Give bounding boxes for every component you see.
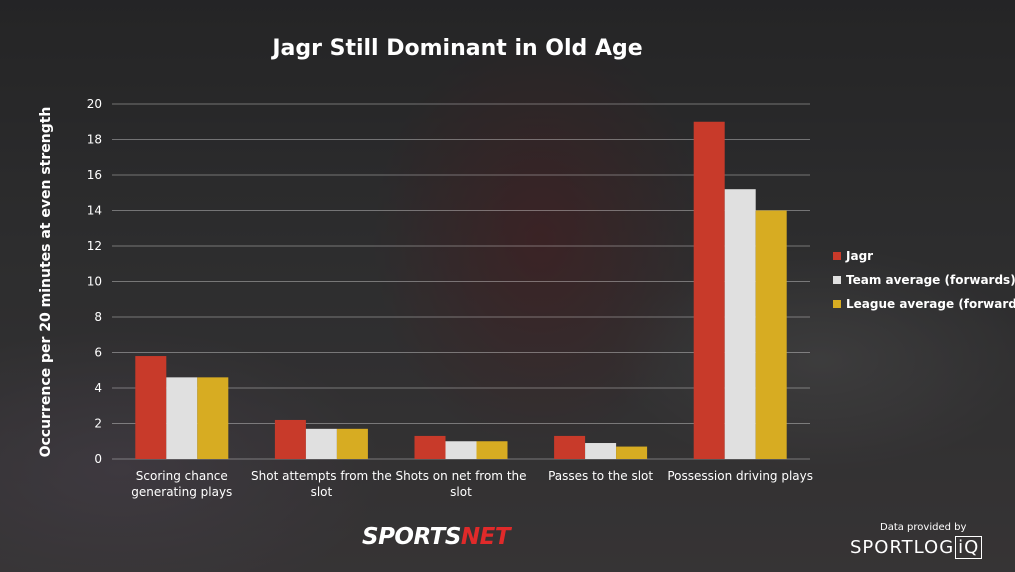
- bar-team-average-forwards: [445, 441, 477, 459]
- legend: Jagr Team average (forwards) League averag…: [833, 244, 1015, 316]
- y-tick-label: 6: [94, 346, 102, 360]
- y-tick-label: 10: [87, 275, 102, 289]
- y-tick-label: 2: [94, 417, 102, 431]
- data-credit: Data provided by: [880, 522, 967, 533]
- bar-jagr: [554, 435, 586, 459]
- sportsnet-logo-main: SPORTS: [362, 524, 461, 550]
- y-tick-labels: 0 2 4 6 8 10 12 14 16 18 20: [87, 97, 102, 466]
- bar-league-average-forwards: [616, 446, 648, 459]
- x-tick-label: Shots on net from the slot: [395, 469, 526, 499]
- legend-item: League average (forwards): [833, 292, 1015, 316]
- x-tick-labels: Scoring chance generating plays Shot attem…: [131, 469, 813, 499]
- legend-item: Team average (forwards): [833, 268, 1015, 292]
- y-tick-label: 20: [87, 97, 102, 111]
- y-tick-label: 0: [94, 452, 102, 466]
- y-tick-label: 16: [87, 168, 102, 182]
- legend-label: Team average (forwards): [846, 273, 1015, 287]
- chart-title: Jagr Still Dominant in Old Age: [272, 36, 643, 61]
- bar-jagr: [274, 419, 306, 459]
- sportlogiq-logo-box: iQ: [955, 536, 983, 559]
- bar-league-average-forwards: [197, 377, 229, 459]
- legend-label: League average (forwards): [846, 297, 1015, 311]
- y-tick-label: 12: [87, 239, 102, 253]
- bar-team-average-forwards: [724, 189, 756, 459]
- y-tick-label: 8: [94, 310, 102, 324]
- gridlines: [112, 103, 810, 460]
- bars: [135, 121, 787, 459]
- x-tick-label: Passes to the slot: [548, 469, 653, 483]
- bar-jagr: [135, 356, 167, 459]
- bar-jagr: [693, 121, 725, 459]
- y-tick-label: 4: [94, 381, 102, 395]
- legend-label: Jagr: [846, 249, 874, 263]
- bar-league-average-forwards: [755, 210, 787, 459]
- legend-swatch: [833, 252, 841, 260]
- bar-team-average-forwards: [305, 428, 337, 459]
- x-tick-label: Scoring chance generating plays: [131, 469, 232, 499]
- sportlogiq-logo-main: SPORTLOG: [850, 537, 955, 558]
- bar-jagr: [414, 435, 446, 459]
- y-tick-label: 18: [87, 133, 102, 147]
- x-tick-label: Shot attempts from the slot: [251, 469, 392, 499]
- legend-swatch: [833, 276, 841, 284]
- y-tick-label: 14: [87, 204, 102, 218]
- x-tick-label: Possession driving plays: [667, 469, 813, 483]
- legend-swatch: [833, 300, 841, 308]
- sportsnet-logo-accent: NET: [460, 524, 511, 550]
- bar-team-average-forwards: [585, 443, 617, 459]
- bar-league-average-forwards: [336, 428, 368, 459]
- sportlogiq-logo: SPORTLOG iQ: [850, 536, 983, 559]
- bar-team-average-forwards: [166, 377, 198, 459]
- bar-league-average-forwards: [476, 441, 508, 459]
- legend-item: Jagr: [833, 244, 1015, 268]
- sportsnet-logo: SPORTSNET: [362, 524, 511, 550]
